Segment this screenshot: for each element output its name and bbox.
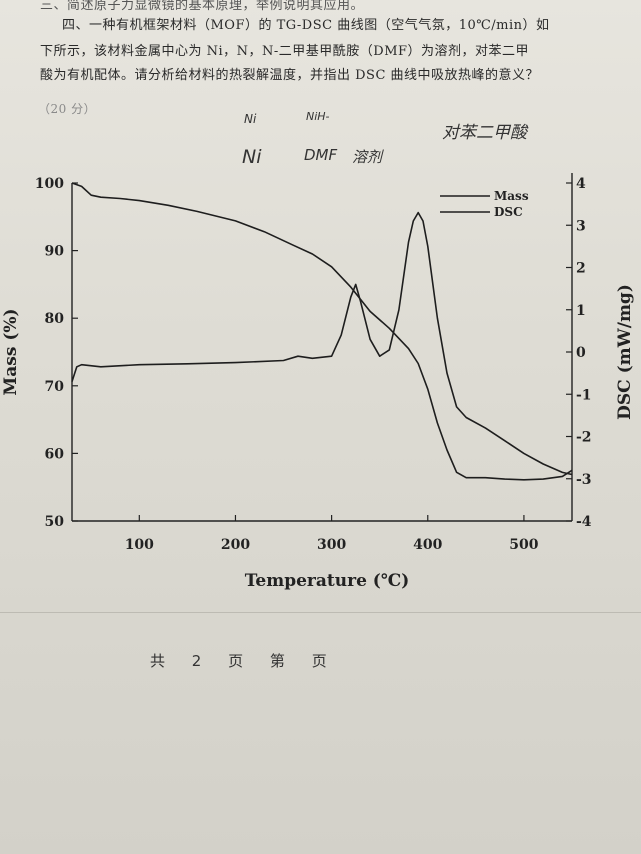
x-tick-label: 400 <box>413 537 442 553</box>
y-right-tick-label: -2 <box>576 430 592 446</box>
page-footer: 共 2 页 第 页 <box>150 650 349 671</box>
handwritten-note-5: 溶剂 <box>352 148 383 166</box>
x-tick-label: 100 <box>125 537 154 553</box>
x-axis-title: Temperature (℃) <box>245 571 410 591</box>
y-left-tick-label: 90 <box>45 244 65 260</box>
y-right-tick-label: 2 <box>576 261 586 277</box>
chart-axes <box>71 173 573 522</box>
question-4-points: （20 分） <box>38 102 97 116</box>
y-right-tick-label: -1 <box>576 387 592 403</box>
question-3-text: 三、简述原子力显微镜的基本原理，举例说明其应用。 <box>40 0 365 13</box>
y-axis-left-title: Mass (%) <box>1 308 21 395</box>
legend-label-dsc: DSC <box>494 205 523 219</box>
chart-legend: Mass DSC <box>440 189 529 219</box>
footer-total: 共 <box>150 652 166 670</box>
x-tick-label: 500 <box>509 537 538 553</box>
y-left-tick-label: 80 <box>45 311 65 327</box>
chart-ticks: 100 200 300 400 500 50 60 70 80 90 100 -4 -3 -2 -1 0 1 2 3… <box>35 176 592 553</box>
y-right-tick-label: 3 <box>576 218 586 234</box>
series-line-dsc <box>71 211 573 476</box>
footer-page-word-2: 页 <box>311 652 327 670</box>
handwritten-note-6: 对苯二甲酸 <box>442 123 527 143</box>
y-right-tick-label: 4 <box>576 176 586 192</box>
handwritten-note-1: Ni <box>244 112 257 126</box>
question-4-line-3: 酸为有机配体。请分析给材料的热裂解温度，并指出 DSC 曲线中吸放热峰的意义？ <box>40 68 540 83</box>
page-divider <box>0 612 641 613</box>
footer-nth: 第 <box>269 652 285 670</box>
y-left-tick-label: 50 <box>45 514 65 530</box>
y-left-tick-label: 60 <box>45 446 65 462</box>
y-right-tick-label: 0 <box>576 345 586 361</box>
chart-series <box>71 182 573 481</box>
x-tick-label: 200 <box>221 537 250 553</box>
legend-label-mass: Mass <box>494 189 529 203</box>
handwritten-note-2: NiH- <box>306 110 330 123</box>
footer-count: 2 <box>191 652 202 670</box>
handwritten-note-3: Ni <box>242 146 262 168</box>
y-left-tick-label: 70 <box>45 379 65 395</box>
y-right-tick-label: -3 <box>576 472 592 488</box>
y-right-tick-label: 1 <box>576 303 586 319</box>
handwritten-note-4: DMF <box>304 146 338 164</box>
footer-page-word: 页 <box>228 652 244 670</box>
y-right-tick-label: -4 <box>576 514 592 530</box>
question-4-line-1: 四、一种有机框架材料（MOF）的 TG-DSC 曲线图（空气气氛，10℃/min… <box>62 18 550 33</box>
question-4-line-2: 下所示，该材料金属中心为 Ni，N，N-二甲基甲酰胺（DMF）为溶剂，对苯二甲 <box>40 44 530 59</box>
y-left-tick-label: 100 <box>35 176 64 192</box>
series-line-mass <box>71 182 573 481</box>
x-tick-label: 300 <box>317 537 346 553</box>
y-axis-right-title: DSC (mW/mg) <box>615 284 635 420</box>
